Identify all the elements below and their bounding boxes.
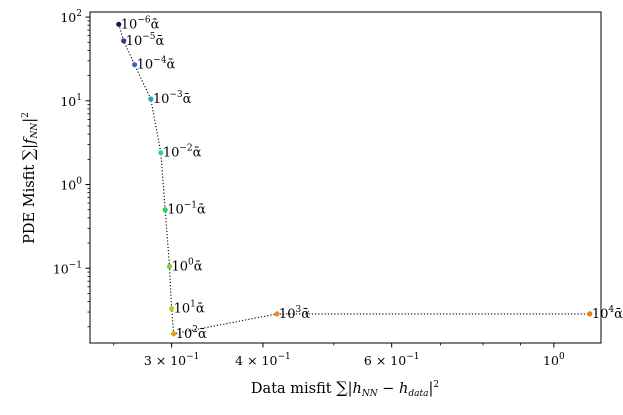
y-tick-label: 100: [60, 177, 82, 193]
x-axis-label: Data misfit ∑|hNN − hdata|2: [251, 378, 439, 399]
plot-frame: [89, 11, 602, 344]
data-point: [132, 62, 138, 68]
data-point: [158, 150, 164, 156]
data-point: [166, 263, 173, 270]
point-label: 10−1ᾱ: [167, 201, 206, 218]
point-label: 103ᾱ: [279, 305, 310, 322]
data-point: [169, 305, 175, 312]
data-points: [116, 21, 593, 337]
x-tick-label: 4 × 10−1: [235, 352, 291, 368]
point-label: 101ᾱ: [174, 300, 205, 317]
data-point: [587, 311, 593, 317]
y-tick-label: 102: [60, 9, 82, 25]
x-axis-ticks: 3 × 10−1 4 × 10−1 6 × 10−1 100: [113, 343, 565, 368]
x-tick-label: 6 × 10−1: [364, 352, 420, 368]
x-tick-label: 100: [543, 352, 565, 368]
y-axis-label: PDE Misfit ∑|fNN|2: [19, 112, 40, 244]
series-line: [118, 24, 590, 335]
y-tick-label: 101: [60, 93, 82, 109]
y-axis-ticks: 102 101 100 10−1: [53, 9, 90, 328]
point-label: 10−5ᾱ: [126, 32, 165, 49]
data-point: [121, 38, 127, 44]
point-label: 10−2ᾱ: [163, 144, 202, 161]
data-point: [116, 21, 122, 27]
point-label: 102ᾱ: [176, 325, 207, 342]
y-tick-label: 10−1: [53, 260, 82, 276]
data-point: [274, 311, 280, 317]
point-label: 10−4ᾱ: [137, 56, 176, 73]
point-label: 104ᾱ: [592, 305, 623, 322]
x-tick-label: 3 × 10−1: [144, 352, 200, 368]
point-label: 10−3ᾱ: [153, 90, 192, 107]
data-point: [148, 96, 154, 102]
data-point: [171, 331, 177, 337]
data-point: [162, 207, 168, 213]
point-label: 10−6ᾱ: [121, 15, 160, 32]
point-label: 100ᾱ: [171, 257, 202, 274]
